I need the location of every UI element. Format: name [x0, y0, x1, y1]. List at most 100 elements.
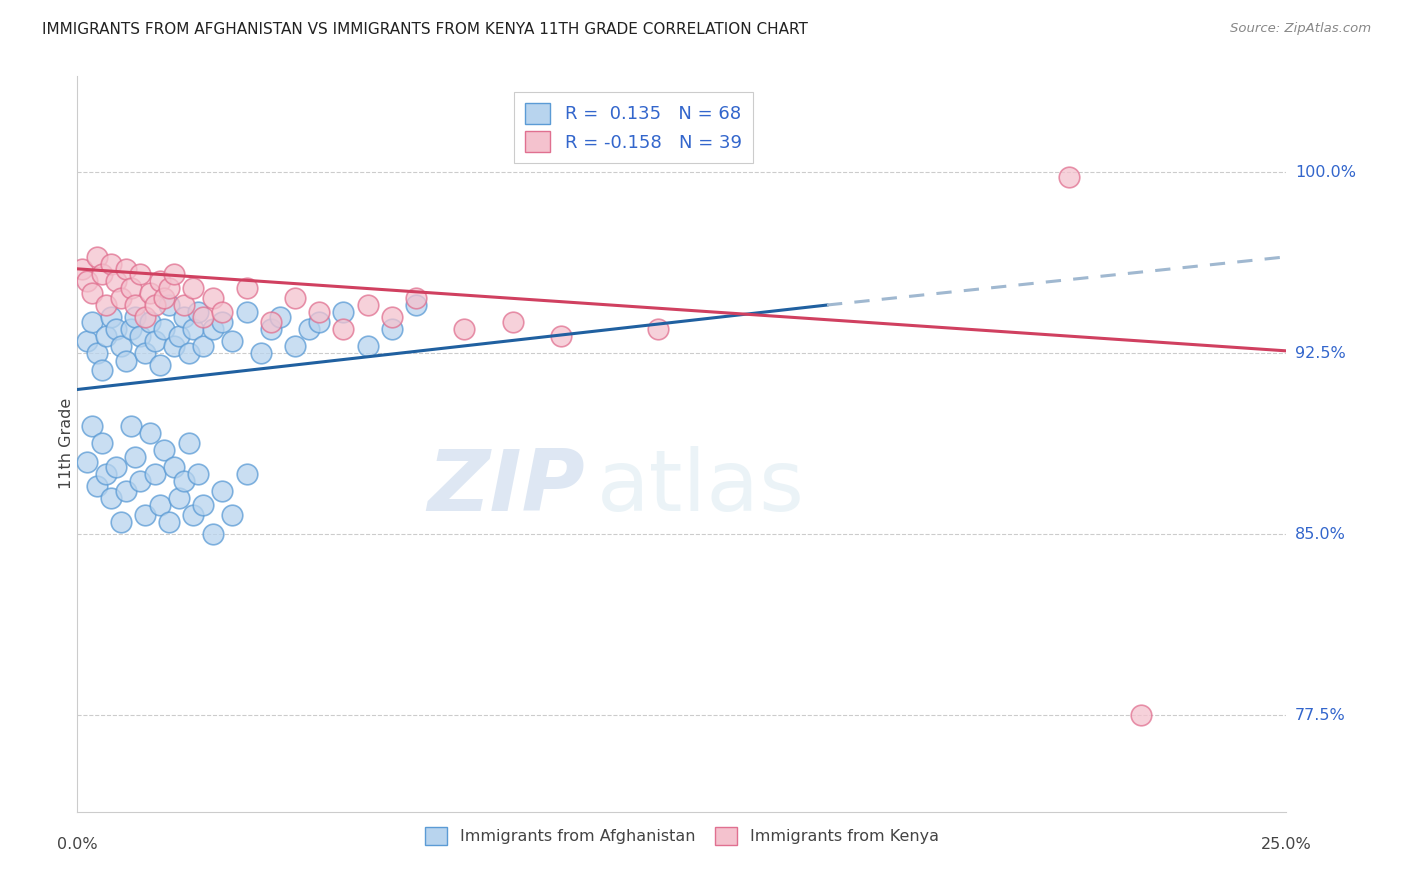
Point: [134, 310, 156, 324]
Legend: Immigrants from Afghanistan, Immigrants from Kenya: Immigrants from Afghanistan, Immigrants …: [419, 821, 945, 852]
Point: [260, 322, 283, 336]
Point: [173, 474, 195, 488]
Point: [148, 359, 170, 373]
Point: [148, 498, 170, 512]
Point: [86, 346, 108, 360]
Point: [124, 450, 146, 464]
Point: [201, 291, 224, 305]
Text: IMMIGRANTS FROM AFGHANISTAN VS IMMIGRANTS FROM KENYA 11TH GRADE CORRELATION CHAR: IMMIGRANTS FROM AFGHANISTAN VS IMMIGRANT…: [42, 22, 808, 37]
Point: [167, 491, 190, 505]
Point: [183, 322, 205, 336]
Text: atlas: atlas: [598, 446, 806, 530]
Point: [96, 329, 118, 343]
Text: 100.0%: 100.0%: [1295, 165, 1355, 180]
Point: [221, 508, 243, 522]
Point: [120, 418, 142, 433]
Point: [298, 322, 321, 336]
Point: [163, 267, 186, 281]
Point: [647, 322, 669, 336]
Point: [269, 310, 291, 324]
Point: [86, 250, 108, 264]
Point: [235, 305, 257, 319]
Point: [153, 291, 176, 305]
Point: [284, 339, 307, 353]
Point: [153, 322, 176, 336]
Point: [191, 498, 214, 512]
Point: [76, 334, 98, 349]
Point: [235, 281, 257, 295]
Point: [139, 315, 162, 329]
Point: [260, 315, 283, 329]
Text: ZIP: ZIP: [427, 446, 585, 530]
Point: [114, 353, 136, 368]
Point: [139, 285, 162, 300]
Point: [191, 310, 214, 324]
Point: [201, 322, 224, 336]
Point: [201, 527, 224, 541]
Point: [80, 418, 103, 433]
Point: [114, 483, 136, 498]
Text: 25.0%: 25.0%: [1261, 837, 1312, 852]
Point: [381, 322, 404, 336]
Point: [70, 261, 93, 276]
Point: [129, 474, 152, 488]
Point: [143, 298, 166, 312]
Point: [110, 291, 132, 305]
Point: [86, 479, 108, 493]
Point: [105, 322, 128, 336]
Point: [153, 442, 176, 457]
Point: [157, 515, 180, 529]
Point: [550, 329, 572, 343]
Point: [90, 267, 112, 281]
Point: [163, 459, 186, 474]
Point: [110, 339, 132, 353]
Point: [100, 257, 122, 271]
Point: [221, 334, 243, 349]
Point: [143, 334, 166, 349]
Point: [76, 455, 98, 469]
Point: [381, 310, 404, 324]
Point: [129, 329, 152, 343]
Point: [173, 310, 195, 324]
Point: [134, 508, 156, 522]
Point: [167, 329, 190, 343]
Text: 0.0%: 0.0%: [58, 837, 97, 852]
Y-axis label: 11th Grade: 11th Grade: [59, 398, 73, 490]
Point: [187, 305, 209, 319]
Point: [1057, 170, 1080, 185]
Point: [124, 310, 146, 324]
Point: [308, 305, 330, 319]
Point: [356, 298, 378, 312]
Point: [80, 315, 103, 329]
Point: [453, 322, 475, 336]
Point: [211, 305, 233, 319]
Point: [1130, 708, 1153, 723]
Point: [96, 467, 118, 481]
Point: [308, 315, 330, 329]
Point: [120, 281, 142, 295]
Point: [191, 339, 214, 353]
Point: [100, 491, 122, 505]
Text: 77.5%: 77.5%: [1295, 707, 1346, 723]
Text: 85.0%: 85.0%: [1295, 527, 1346, 541]
Point: [183, 281, 205, 295]
Point: [80, 285, 103, 300]
Point: [143, 467, 166, 481]
Point: [148, 274, 170, 288]
Point: [356, 339, 378, 353]
Text: 92.5%: 92.5%: [1295, 346, 1346, 360]
Point: [211, 315, 233, 329]
Point: [124, 298, 146, 312]
Text: Source: ZipAtlas.com: Source: ZipAtlas.com: [1230, 22, 1371, 36]
Point: [120, 322, 142, 336]
Point: [173, 298, 195, 312]
Point: [139, 425, 162, 440]
Point: [105, 459, 128, 474]
Point: [114, 261, 136, 276]
Point: [129, 267, 152, 281]
Point: [76, 274, 98, 288]
Point: [157, 281, 180, 295]
Point: [332, 305, 354, 319]
Point: [90, 363, 112, 377]
Point: [163, 339, 186, 353]
